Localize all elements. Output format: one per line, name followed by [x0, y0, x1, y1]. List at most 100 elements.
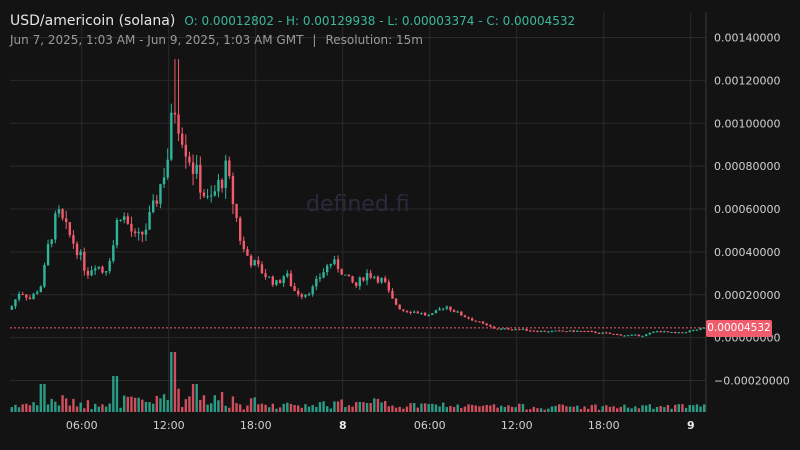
volume-bar: [311, 404, 314, 412]
volume-bar: [492, 404, 496, 412]
volume-bar: [659, 405, 662, 412]
candle-body: [684, 332, 688, 334]
candle-body: [481, 321, 485, 324]
candle-body: [61, 209, 64, 219]
volume-bar: [619, 406, 623, 412]
volume-bar: [681, 404, 684, 412]
volume-bar: [344, 407, 347, 412]
candle-body: [14, 299, 17, 307]
candle-body: [228, 160, 231, 176]
volume-bar: [499, 405, 503, 412]
candle-body: [28, 297, 32, 300]
candle-body: [692, 329, 695, 331]
candle-body: [93, 268, 97, 271]
candle-body: [695, 329, 699, 331]
candle-body: [72, 235, 75, 244]
volume-bar: [688, 404, 691, 412]
volume-bar: [677, 404, 681, 412]
candle-body: [347, 274, 351, 277]
candle-body: [518, 329, 521, 331]
volume-bar: [663, 407, 666, 412]
candle-body: [557, 330, 561, 332]
volume-bar: [351, 406, 354, 412]
volume-bar: [626, 407, 630, 412]
candle-body: [449, 306, 452, 311]
y-tick-label: −0.00020000: [714, 375, 790, 388]
candle-body: [141, 231, 144, 235]
volume-bar: [398, 406, 401, 412]
x-tick-label: 9: [687, 419, 695, 432]
volume-bar: [463, 406, 467, 412]
candle-body: [325, 265, 329, 273]
candle-body: [532, 330, 536, 332]
candle-body: [637, 334, 641, 337]
candle-body: [177, 114, 180, 134]
candle-body: [681, 332, 684, 334]
candle-body: [576, 330, 579, 332]
candle-body: [354, 282, 358, 286]
volume-bar: [133, 397, 137, 412]
candle-body: [547, 331, 550, 333]
volume-bar: [32, 402, 35, 412]
volume-bar: [597, 409, 601, 412]
volume-bar: [666, 404, 670, 412]
volume-bar: [137, 397, 140, 412]
volume-bar: [213, 395, 217, 412]
candle-body: [35, 292, 39, 294]
volume-bar: [242, 409, 246, 412]
volume-bar: [655, 406, 659, 412]
volume-bar: [525, 409, 528, 412]
volume-bar: [130, 396, 133, 412]
candle-body: [293, 286, 296, 291]
candle-body: [456, 311, 459, 313]
volume-bar: [365, 403, 369, 412]
candle-body: [507, 328, 510, 330]
candle-body: [264, 273, 267, 277]
candle-body: [626, 335, 630, 337]
volume-bar: [228, 407, 231, 412]
candle-body: [634, 334, 637, 336]
volume-bar: [282, 403, 285, 412]
volume-bar: [630, 408, 633, 412]
candle-body: [568, 330, 572, 332]
x-tick-label: 06:00: [414, 419, 446, 432]
candle-body: [202, 192, 206, 197]
candle-body: [25, 294, 28, 298]
volume-bar: [641, 405, 644, 412]
volume-bar: [35, 405, 39, 412]
volume-bar: [278, 407, 282, 412]
volume-bar: [195, 384, 198, 412]
candle-body: [362, 277, 365, 281]
volume-bar: [144, 401, 148, 412]
candle-body: [126, 216, 130, 224]
candle-body: [601, 332, 604, 334]
candle-body: [673, 332, 677, 334]
candle-body: [539, 330, 543, 332]
volume-bar: [72, 398, 75, 412]
volume-bar: [452, 406, 456, 412]
candle-body: [90, 270, 93, 276]
volume-bar: [608, 406, 612, 412]
candle-body: [666, 331, 670, 333]
candle-body: [231, 175, 235, 204]
volume-bar: [43, 384, 46, 412]
y-tick-label: 0.00020000: [714, 289, 780, 302]
candle-body: [445, 306, 449, 309]
volume-bar: [391, 405, 394, 412]
volume-bar: [612, 406, 615, 412]
candle-body: [209, 195, 213, 197]
volume-bar: [565, 406, 568, 412]
candle-body: [173, 112, 177, 115]
candle-body: [579, 330, 583, 332]
volume-bar: [550, 406, 554, 412]
candle-body: [369, 272, 372, 278]
volume-bar: [594, 404, 597, 412]
candle-body: [485, 323, 488, 326]
candle-body: [391, 290, 394, 299]
volume-bar: [101, 404, 104, 412]
candle-body: [474, 320, 478, 322]
candle-body: [162, 177, 166, 185]
candle-body: [311, 286, 314, 295]
volume-bar: [267, 407, 271, 412]
